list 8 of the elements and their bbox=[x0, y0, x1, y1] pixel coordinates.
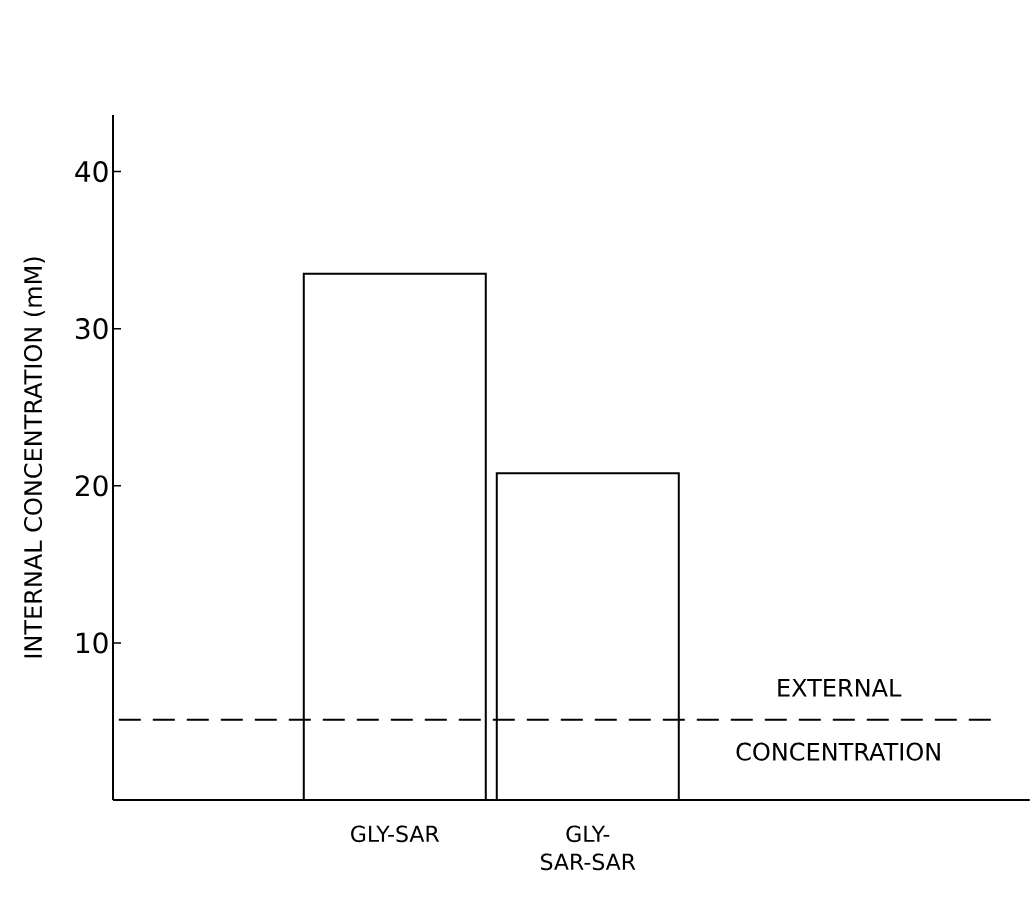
text: EXTERNAL CONCENTRATION bbox=[736, 678, 940, 761]
y-tick-label: 40 bbox=[75, 160, 108, 183]
x-tick-label: GLY-SAR bbox=[351, 825, 440, 843]
y-axis-title: INTERNAL CONCENTRATION (mM) bbox=[23, 257, 45, 658]
y-tick-label: 20 bbox=[75, 475, 108, 497]
x-tick-label: GLY-SAR-SAR bbox=[540, 825, 636, 871]
y-tick-label: 30 bbox=[75, 318, 108, 340]
y-tick-label: 10 bbox=[76, 632, 108, 654]
